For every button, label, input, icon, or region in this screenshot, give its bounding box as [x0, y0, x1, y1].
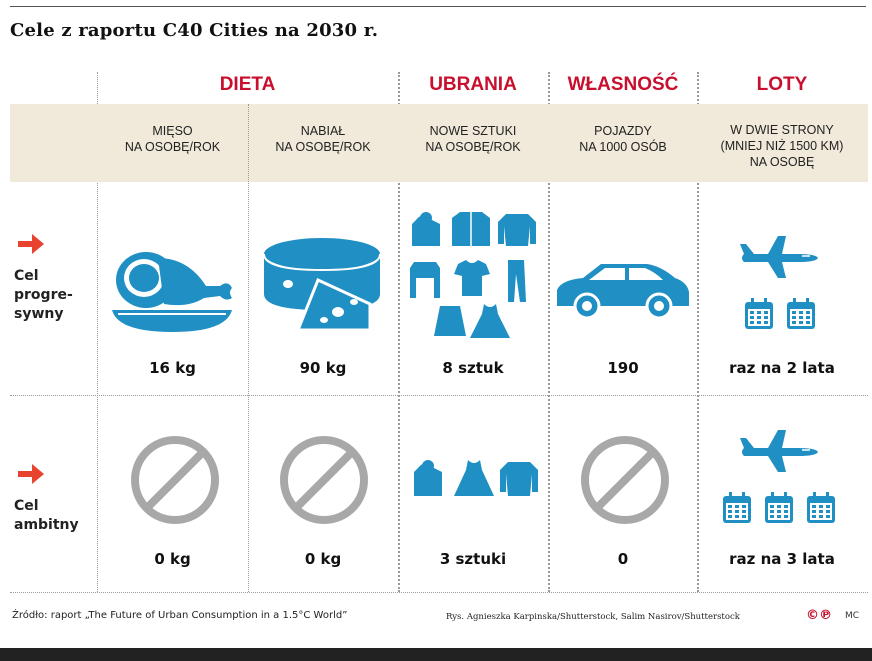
- clothing-icon: [410, 212, 536, 338]
- column-divider: [97, 72, 98, 592]
- value-progresywny-pojazdy: 190: [607, 359, 639, 377]
- row-label-line: sywny: [14, 306, 64, 322]
- header-mieso-line1: MIĘSO: [152, 124, 193, 138]
- row-label-ambitny: Cel ambitny: [14, 497, 79, 535]
- category-wlasnosc: WŁASNOŚĆ: [567, 74, 679, 95]
- category-loty: LOTY: [756, 74, 808, 95]
- airplane-icon: [740, 236, 818, 278]
- row-label-line: ambitny: [14, 517, 79, 533]
- value-ambitny-loty: raz na 3 lata: [729, 550, 835, 568]
- header-ubrania-line1: NOWE SZTUKI: [429, 124, 517, 138]
- footer-source: Źródło: raport „The Future of Urban Cons…: [12, 610, 348, 621]
- car-icon: [557, 264, 689, 320]
- header-nabial-line1: NABIAŁ: [300, 124, 346, 138]
- value-ambitny-pojazdy: 0: [617, 550, 629, 568]
- bottom-bar: [0, 648, 872, 661]
- header-ubrania: NOWE SZTUKI NA OSOBĘ/ROK: [398, 123, 548, 155]
- row-label-line: Cel: [14, 498, 39, 514]
- prohibited-icon: [131, 436, 219, 524]
- value-progresywny-nabial: 90 kg: [299, 359, 347, 377]
- header-ubrania-line2: NA OSOBĘ/ROK: [425, 140, 521, 154]
- header-loty-line3: NA OSOBĘ: [749, 155, 815, 169]
- row-divider: [10, 592, 868, 593]
- header-nabial-line2: NA OSOBĘ/ROK: [275, 140, 371, 154]
- category-dieta: DIETA: [219, 74, 276, 95]
- header-pojazdy-line1: POJAZDY: [594, 124, 652, 138]
- row-divider: [10, 395, 868, 396]
- ham-icon: [112, 252, 232, 332]
- top-rule: [10, 6, 866, 7]
- value-ambitny-nabial: 0 kg: [304, 550, 342, 568]
- value-progresywny-ubrania: 8 sztuk: [442, 359, 504, 377]
- prohibited-icon: [581, 436, 669, 524]
- column-divider: [548, 72, 550, 592]
- calendar-icon: [765, 492, 793, 523]
- page-title: Cele z raportu C40 Cities na 2030 r.: [10, 20, 379, 41]
- clothing-icon: [414, 460, 538, 496]
- header-loty-line2: (MNIEJ NIŻ 1500 KM): [720, 139, 844, 153]
- cheese-icon: [263, 238, 381, 332]
- header-loty: W DWIE STRONY (MNIEJ NIŻ 1500 KM) NA OSO…: [697, 122, 867, 170]
- footer-credits: Rys. Agnieszka Karpinska/Shutterstock, S…: [446, 612, 740, 622]
- calendar-icon: [745, 298, 773, 329]
- column-divider: [398, 72, 400, 592]
- airplane-icon: [740, 430, 818, 472]
- category-ubrania: UBRANIA: [429, 74, 517, 95]
- header-nabial: NABIAŁ NA OSOBĘ/ROK: [248, 123, 398, 155]
- value-ambitny-ubrania: 3 sztuki: [439, 550, 507, 568]
- header-pojazdy-line2: NA 1000 OSÓB: [579, 140, 667, 154]
- header-loty-line1: W DWIE STRONY: [730, 123, 834, 137]
- arrow-right-icon: [18, 234, 44, 254]
- row-label-line: Cel: [14, 268, 39, 284]
- calendar-icon: [723, 492, 751, 523]
- header-mieso-line2: NA OSOBĘ/ROK: [124, 140, 221, 154]
- column-divider: [248, 104, 249, 592]
- value-progresywny-loty: raz na 2 lata: [729, 359, 835, 377]
- header-band: [10, 104, 868, 182]
- header-pojazdy: POJAZDY NA 1000 OSÓB: [548, 123, 698, 155]
- arrow-right-icon: [18, 464, 44, 484]
- copyright-icon: ©℗: [806, 608, 832, 623]
- row-label-progresywny: Cel progre- sywny: [14, 267, 73, 324]
- prohibited-icon: [280, 436, 368, 524]
- calendar-icon: [807, 492, 835, 523]
- row-label-line: progre-: [14, 287, 73, 303]
- value-progresywny-mieso: 16 kg: [149, 359, 196, 377]
- header-mieso: MIĘSO NA OSOBĘ/ROK: [97, 123, 248, 155]
- column-divider: [697, 72, 699, 592]
- calendar-icon: [787, 298, 815, 329]
- footer-mc: MC: [845, 611, 860, 621]
- value-ambitny-mieso: 0 kg: [154, 550, 191, 568]
